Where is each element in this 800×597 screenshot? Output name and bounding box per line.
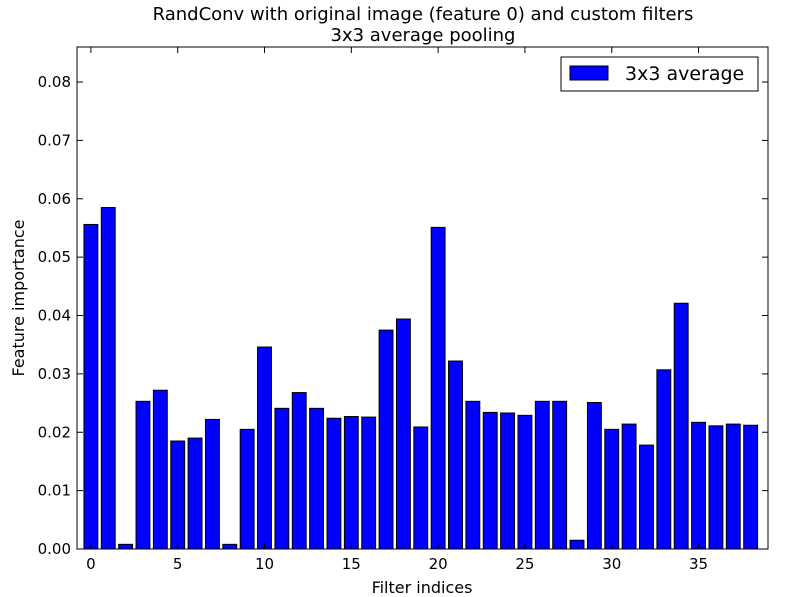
bar-0 — [83, 223, 99, 550]
x-axis-label: Filter indices — [372, 578, 473, 597]
bar-5 — [170, 440, 186, 550]
x-tick-label: 10 — [255, 555, 274, 573]
bar-7 — [204, 418, 220, 550]
bar-36 — [708, 425, 724, 550]
plot-frame — [76, 46, 769, 550]
bar-25 — [517, 414, 533, 550]
bar-15 — [343, 415, 359, 550]
x-tick-label: 0 — [86, 555, 96, 573]
y-tick-label: 0.07 — [38, 131, 71, 149]
bar-22 — [465, 400, 481, 550]
bar-9 — [239, 428, 255, 550]
bar-37 — [725, 423, 741, 550]
bar-2 — [118, 543, 134, 550]
x-tick-label: 30 — [602, 555, 621, 573]
bar-20 — [430, 226, 446, 550]
bar-34 — [673, 302, 689, 550]
y-tick-label: 0.06 — [38, 190, 71, 208]
bar-3 — [135, 400, 151, 550]
bar-12 — [291, 392, 307, 550]
y-tick-label: 0.01 — [38, 482, 71, 500]
bar-4 — [152, 389, 168, 550]
y-tick-label: 0.00 — [38, 540, 71, 558]
y-axis-label: Feature importance — [9, 220, 28, 377]
bar-32 — [639, 444, 654, 550]
bar-31 — [621, 423, 637, 550]
bar-10 — [257, 346, 272, 550]
ticks-group: 0 5 10 15 20 25 30 35 0.00 0.01 0.02 0.03 0.04 0.05 0.… — [38, 47, 768, 573]
legend-swatch — [569, 65, 609, 81]
bar-1 — [100, 207, 116, 550]
legend: 3x3 average — [560, 56, 759, 92]
bar-35 — [691, 421, 706, 550]
bar-29 — [586, 401, 602, 550]
y-tick-label: 0.05 — [38, 248, 71, 266]
bars-group — [83, 207, 759, 550]
chart-title: RandConv with original image (feature 0)… — [153, 4, 694, 25]
bar-16 — [361, 416, 377, 550]
bar-17 — [378, 329, 394, 550]
chart-subtitle: 3x3 average pooling — [331, 25, 516, 46]
bar-6 — [187, 437, 203, 550]
x-tick-label: 35 — [689, 555, 708, 573]
bar-38 — [743, 424, 759, 550]
bar-33 — [656, 369, 672, 550]
bar-8 — [222, 543, 238, 550]
bar-26 — [534, 400, 550, 550]
bar-19 — [413, 426, 429, 550]
bar-24 — [500, 412, 516, 550]
bar-23 — [482, 411, 498, 550]
bar-21 — [448, 360, 463, 550]
bar-18 — [395, 318, 411, 550]
y-tick-label: 0.08 — [38, 73, 71, 91]
legend-label: 3x3 average — [625, 63, 744, 85]
bar-14 — [326, 417, 342, 550]
bar-30 — [604, 428, 620, 550]
y-tick-label: 0.04 — [38, 307, 71, 325]
bar-13 — [309, 407, 325, 550]
x-tick-label: 15 — [342, 555, 361, 573]
bar-27 — [552, 400, 568, 550]
y-tick-label: 0.03 — [38, 365, 71, 383]
y-tick-label: 0.02 — [38, 423, 71, 441]
x-tick-label: 20 — [429, 555, 448, 573]
bar-28 — [569, 539, 585, 550]
x-tick-label: 5 — [173, 555, 183, 573]
bar-11 — [274, 407, 290, 550]
x-tick-label: 25 — [515, 555, 534, 573]
